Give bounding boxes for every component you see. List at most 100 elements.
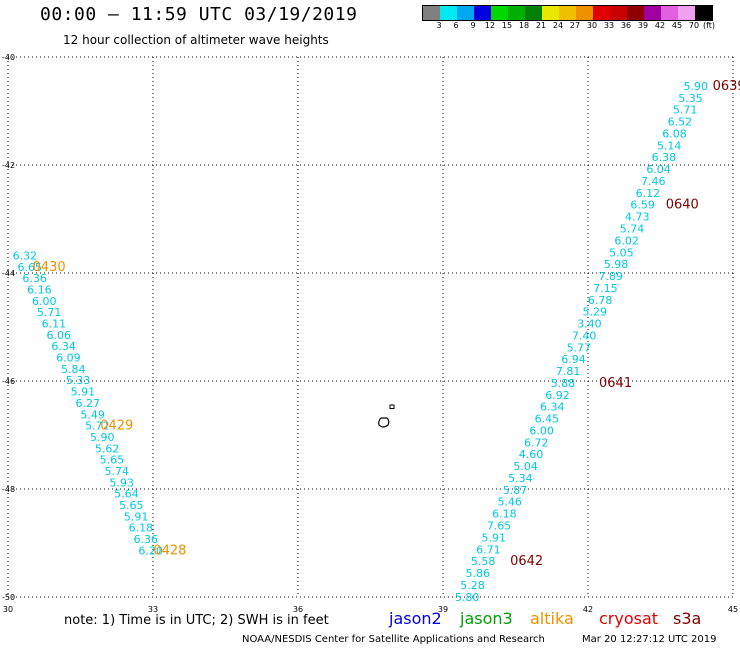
wave-height-value: 5.65 [119, 499, 144, 512]
satellite-legend-altika: altika [530, 609, 574, 628]
wave-height-value: 5.33 [66, 374, 91, 387]
satellite-legend-s3a: s3a [673, 609, 702, 628]
wave-height-value: 6.38 [652, 151, 677, 164]
wave-height-value: 7.65 [487, 520, 512, 533]
color-scale-legend [422, 5, 713, 21]
wave-height-value: 6.09 [56, 352, 81, 365]
wave-height-value: 5.64 [114, 488, 139, 501]
legend-swatch [508, 6, 525, 20]
wave-height-value: 5.58 [471, 555, 496, 568]
wave-height-value: 5.34 [508, 472, 533, 485]
footer-credit: NOAA/NESDIS Center for Satellite Applica… [242, 634, 545, 645]
wave-height-value: 7.89 [598, 270, 623, 283]
legend-label: 70 [688, 21, 700, 30]
wave-height-value: 4.73 [625, 211, 650, 224]
wave-height-value: 7.40 [572, 329, 597, 342]
wave-height-value: 5.88 [551, 377, 576, 390]
wave-height-value: 5.14 [657, 139, 682, 152]
wave-height-value: 6.00 [529, 424, 554, 437]
wave-height-value: 5.49 [80, 408, 105, 421]
island-outline [378, 404, 395, 428]
grid-layer [7, 56, 734, 598]
legend-swatch [474, 6, 491, 20]
wave-height-value: 5.86 [466, 567, 491, 580]
color-scale-labels: 3 6 9 12 15 18 21 24 27 30 33 36 39 42 45 70 (ft) [422, 21, 732, 33]
legend-swatch [610, 6, 627, 20]
wave-height-value: 6.18 [492, 508, 517, 521]
legend-label: 18 [518, 21, 530, 30]
y-tick-label: -50 [2, 593, 15, 602]
x-tick-label: 30 [3, 605, 13, 614]
legend-swatch [525, 6, 542, 20]
legend-swatch [440, 6, 457, 20]
wave-height-value: 4.60 [519, 448, 544, 461]
axis-labels: 30 33 36 39 42 45 -40 -42 -44 -46 -48 -50 [2, 53, 738, 614]
wave-height-value: 6.94 [561, 353, 586, 366]
legend-label: 3 [436, 21, 442, 30]
wave-height-value: 5.71 [673, 104, 698, 117]
altika-track: 6.326.656.366.166.005.716.116.066.346.09… [13, 250, 187, 559]
wave-height-value: 6.06 [47, 329, 72, 342]
satellite-legend-jason2: jason2 [389, 609, 442, 628]
legend-label: 33 [603, 21, 615, 30]
legend-label: 30 [586, 21, 598, 30]
y-tick-label: -48 [2, 485, 15, 494]
x-tick-label: 39 [438, 605, 448, 614]
legend-label: 9 [470, 21, 476, 30]
pass-time-label: 0429 [100, 419, 133, 434]
wave-height-value: 5.74 [620, 223, 645, 236]
wave-height-value: 5.91 [124, 510, 149, 523]
wave-height-value: 6.34 [51, 340, 76, 353]
wave-height-value: 5.65 [100, 454, 125, 467]
wave-height-value: 6.92 [545, 389, 570, 402]
wave-height-value: 6.18 [129, 522, 154, 535]
wave-height-value: 6.12 [636, 187, 661, 200]
wave-height-value: 6.65 [18, 261, 43, 274]
wave-height-value: 6.45 [535, 413, 560, 426]
legend-label: 15 [501, 21, 513, 30]
wave-height-value: 6.71 [476, 543, 501, 556]
y-tick-label: -42 [2, 161, 15, 170]
wave-height-value: 5.91 [71, 386, 96, 399]
satellite-legend-jason3: jason3 [460, 609, 513, 628]
island-shape [378, 417, 390, 428]
x-tick-label: 45 [728, 605, 738, 614]
wave-height-value: 6.52 [668, 116, 693, 129]
x-tick-label: 42 [583, 605, 593, 614]
wave-height-value: 5.91 [482, 531, 507, 544]
wave-height-value: 5.87 [503, 484, 528, 497]
wave-height-value: 5.28 [460, 579, 485, 592]
wave-height-value: 5.77 [567, 341, 592, 354]
footer-timestamp: Mar 20 12:27:12 UTC 2019 [582, 634, 717, 645]
wave-height-value: 6.32 [13, 250, 38, 263]
wave-height-value: 6.59 [630, 199, 655, 212]
y-tick-label: -46 [2, 377, 15, 386]
wave-height-value: 5.35 [678, 92, 703, 105]
wave-height-value: 6.36 [22, 272, 47, 285]
wave-height-value: 5.90 [684, 80, 709, 93]
wave-height-value: 5.04 [513, 460, 538, 473]
wave-height-value: 5.05 [609, 246, 634, 259]
x-tick-label: 33 [148, 605, 158, 614]
legend-label: (ft) [702, 21, 716, 30]
wave-height-value: 6.04 [646, 163, 671, 176]
legend-swatch [644, 6, 661, 20]
legend-label: 39 [637, 21, 649, 30]
legend-label: 6 [453, 21, 459, 30]
legend-label: 36 [620, 21, 632, 30]
wave-height-value: 6.20 [138, 544, 163, 557]
wave-height-value: 6.78 [588, 294, 613, 307]
footer-note: note: 1) Time is in UTC; 2) SWH is in fe… [64, 613, 329, 628]
wave-height-value: 6.00 [32, 295, 57, 308]
pass-time-label: 0639 [713, 79, 740, 94]
wave-height-value: 6.34 [540, 401, 565, 414]
wave-height-value: 6.72 [524, 436, 549, 449]
wave-height-value: 5.29 [583, 306, 608, 319]
wave-height-value: 6.08 [662, 127, 687, 140]
wave-height-value: 5.62 [95, 442, 120, 455]
wave-height-value: 6.02 [614, 234, 639, 247]
legend-label: 45 [671, 21, 683, 30]
y-tick-label: -44 [2, 269, 15, 278]
chart-subtitle: 12 hour collection of altimeter wave hei… [63, 33, 329, 47]
pass-time-label: 0428 [153, 543, 186, 558]
